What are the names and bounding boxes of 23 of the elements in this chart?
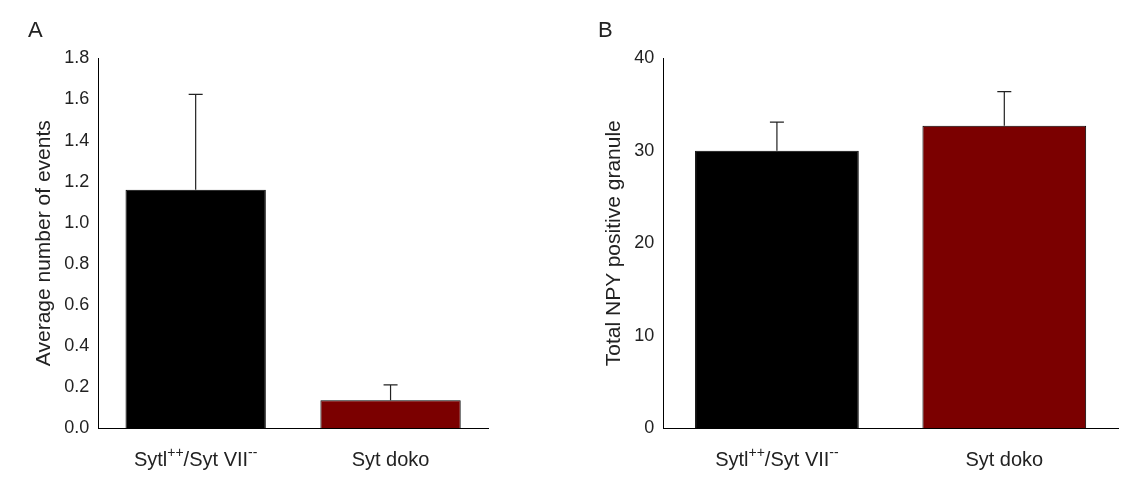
chart-title: A [28, 17, 43, 43]
y-tick-label: 0.4 [64, 334, 90, 355]
y-tick-label: 30 [634, 139, 655, 160]
y-tick-label: 0.0 [64, 416, 90, 437]
x-tick-label: Sytl++/Syt VII-- [133, 444, 258, 470]
y-tick-label: 1.2 [64, 170, 90, 191]
y-tick-label: 1.0 [64, 211, 90, 232]
x-tick-label: Syt doko [351, 448, 430, 470]
y-axis-title: Total NPY positive granule [601, 120, 625, 367]
y-axis-title: Average number of events [31, 120, 55, 367]
y-tick-label: 0.6 [64, 293, 90, 314]
y-tick-label: 10 [634, 324, 655, 345]
chart-title: B [598, 17, 613, 43]
y-tick-label: 40 [634, 47, 655, 68]
y-tick-label: 1.4 [64, 129, 90, 150]
y-tick-label: 0.8 [64, 252, 90, 273]
y-tick-label: 1.8 [64, 47, 90, 68]
y-tick-label: 0 [644, 416, 655, 437]
y-tick-label: 0.2 [64, 375, 90, 396]
x-tick-label: Syt doko [965, 448, 1044, 470]
y-tick-label: 20 [634, 232, 655, 253]
x-tick-label: Sytl++/Syt VII-- [715, 444, 839, 470]
y-tick-label: 1.6 [64, 88, 90, 109]
